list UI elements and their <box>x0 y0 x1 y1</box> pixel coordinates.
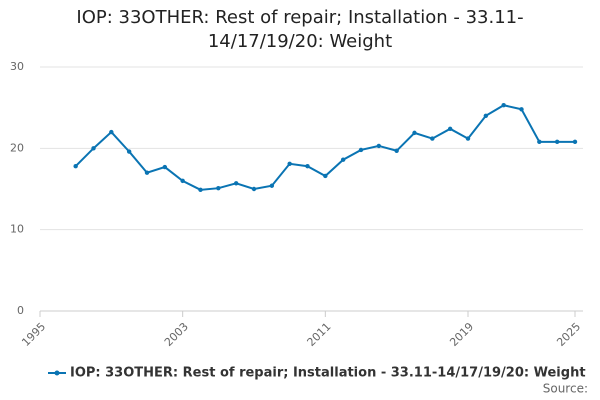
data-point <box>554 139 560 145</box>
data-point <box>340 157 346 162</box>
data-point <box>376 143 382 149</box>
data-point <box>394 148 399 153</box>
data-point <box>430 136 435 141</box>
data-point <box>412 130 417 136</box>
data-point <box>198 187 203 193</box>
source-label: Source: <box>543 382 588 396</box>
data-point <box>465 136 471 141</box>
data-point <box>323 173 328 179</box>
data-point <box>233 181 239 186</box>
legend-marker <box>54 370 60 376</box>
data-point <box>537 139 542 145</box>
data-point <box>305 164 310 169</box>
data-point <box>519 107 524 112</box>
y-tick-label: 10 <box>10 223 24 236</box>
x-tick-label: 2003 <box>162 320 191 349</box>
data-point <box>180 178 185 184</box>
x-tick-label: 1995 <box>19 320 48 349</box>
y-tick-label: 20 <box>10 141 24 154</box>
data-point <box>447 126 453 132</box>
data-point <box>109 129 114 135</box>
data-point <box>216 185 221 191</box>
data-point <box>126 149 132 154</box>
x-tick-label: 2011 <box>305 320 334 349</box>
chart-title: IOP: 33OTHER: Rest of repair; Installati… <box>76 7 524 52</box>
data-point <box>501 103 506 108</box>
data-point <box>572 139 578 145</box>
data-point <box>358 147 364 153</box>
data-point <box>287 161 292 166</box>
data-point <box>144 170 150 175</box>
y-tick-label: 0 <box>17 304 24 317</box>
legend-label: IOP: 33OTHER: Rest of repair; Installati… <box>70 366 586 381</box>
data-point <box>483 113 489 119</box>
data-point <box>73 164 78 169</box>
y-tick-label: 30 <box>10 60 24 73</box>
data-point <box>269 183 275 188</box>
x-tick-label: 2025 <box>554 320 583 349</box>
data-point <box>91 146 96 151</box>
data-point <box>162 164 168 170</box>
data-point <box>251 186 257 192</box>
x-tick-label: 2019 <box>447 320 476 349</box>
